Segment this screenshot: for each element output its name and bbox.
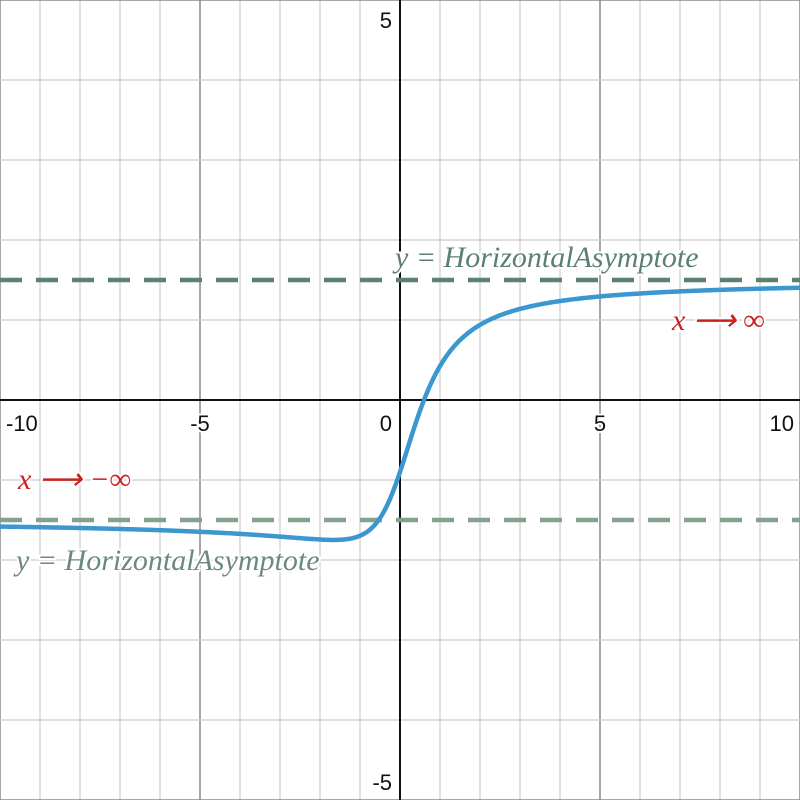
annotation-x-to-neg-infinity: x ⟶ −∞ [17,463,131,496]
x-tick-label: -5 [190,411,210,436]
x-tick-label: 5 [594,411,606,436]
tick-labels: -10 -5 0 5 10 5 -5 [4,6,796,797]
x-tick-label: -10 [6,411,38,436]
asymptotes [0,277,800,523]
annotation-x-to-infinity: x ⟶ ∞ [671,304,765,337]
asymptote-label-upper: y = HorizontalAsymptote [392,241,699,274]
x-tick-label: 10 [770,411,794,436]
x-tick-label: 0 [380,411,392,436]
y-tick-label: 5 [380,8,392,33]
y-tick-label: -5 [372,770,392,795]
asymptote-label-lower: y = HorizontalAsymptote [13,544,320,577]
function-curve [0,285,800,543]
